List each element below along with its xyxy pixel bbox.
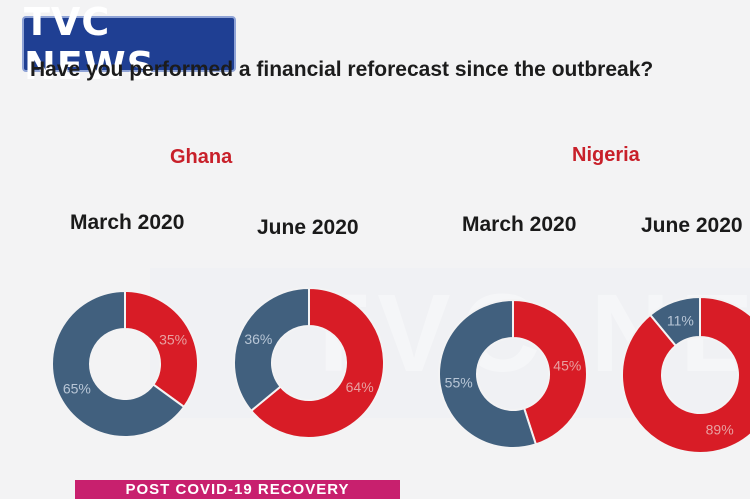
donut-slice [249,286,385,439]
slice-percent-label: 36% [244,331,272,347]
chart-title-ghana-june: June 2020 [257,216,359,239]
chart-title-ghana-march: March 2020 [70,211,185,234]
survey-question: Have you performed a financial reforecas… [30,58,654,81]
channel-logo: TVC NEWS [22,0,236,88]
donut-slice [233,286,310,413]
donut-slice [438,298,538,449]
recovery-banner: POST COVID-19 RECOVERY [75,480,400,499]
slice-percent-label: 35% [159,331,187,347]
donut-slice [51,289,186,438]
slice-percent-label: 45% [553,357,581,373]
donut-slice [648,295,701,348]
chart-title-nigeria-march: March 2020 [462,213,577,236]
country-label-nigeria: Nigeria [572,144,640,166]
slice-percent-label: 65% [63,381,91,397]
logo-text: TVC NEWS [24,0,156,88]
donut-slice [124,289,199,409]
chart-title-nigeria-june: June 2020 [641,214,743,237]
donut-slice [621,295,750,454]
banner-text: POST COVID-19 RECOVERY [125,481,350,498]
slice-percent-label: 64% [346,379,374,395]
slice-percent-label: 11% [667,312,694,328]
slice-percent-label: 89% [706,422,734,438]
donut-slice [512,298,588,446]
country-label-ghana: Ghana [170,146,233,168]
slice-percent-label: 55% [445,375,473,391]
